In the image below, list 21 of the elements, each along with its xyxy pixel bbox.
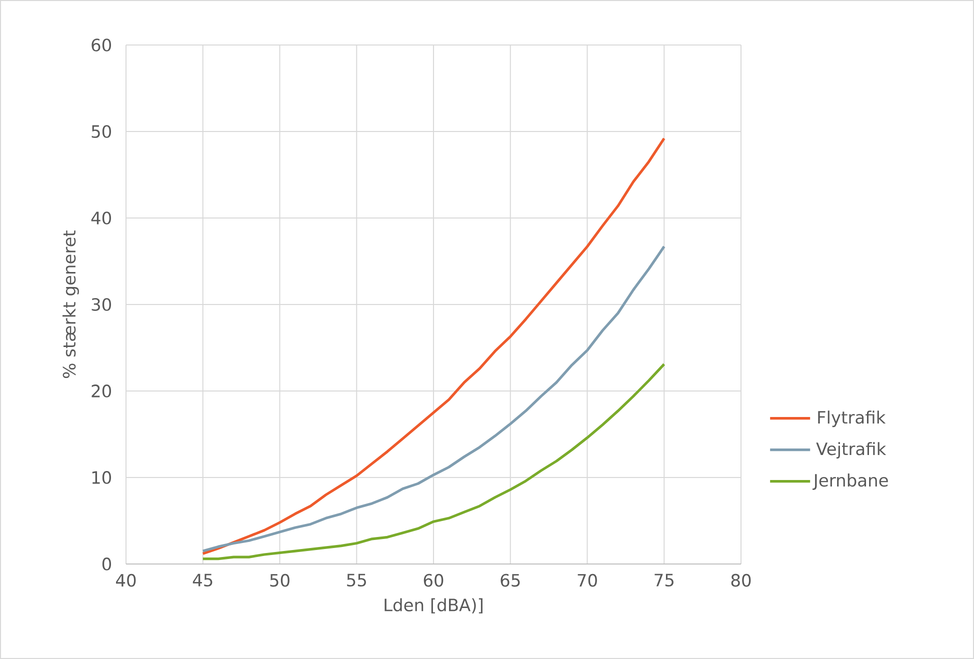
x-tick-label: 40: [116, 574, 136, 587]
y-tick-label: 60: [92, 38, 112, 52]
legend-label: Jernbane: [812, 474, 888, 490]
y-tick-label: 0: [102, 558, 112, 570]
y-tick-label: 30: [92, 298, 112, 311]
x-tick-label: 80: [731, 574, 751, 587]
y-tick-label: 20: [92, 384, 112, 398]
y-tick-label: 50: [92, 125, 112, 138]
x-tick-label: 70: [578, 574, 597, 587]
x-axis-title: Lden [dBA)]: [384, 598, 482, 614]
x-tick-label: 65: [500, 574, 520, 587]
y-tick-label: 40: [91, 212, 112, 224]
legend-label: Vejtrafik: [816, 442, 886, 459]
y-axis-title: % stærkt generet: [62, 230, 79, 378]
legend-label: Flytrafik: [818, 410, 886, 428]
x-tick-label: 50: [270, 574, 290, 587]
x-tick-label: 60: [424, 574, 444, 587]
x-tick-label: 55: [347, 574, 366, 586]
x-tick-label: 45: [192, 574, 212, 586]
x-tick-label: 75: [654, 574, 674, 586]
y-tick-label: 10: [92, 471, 112, 484]
